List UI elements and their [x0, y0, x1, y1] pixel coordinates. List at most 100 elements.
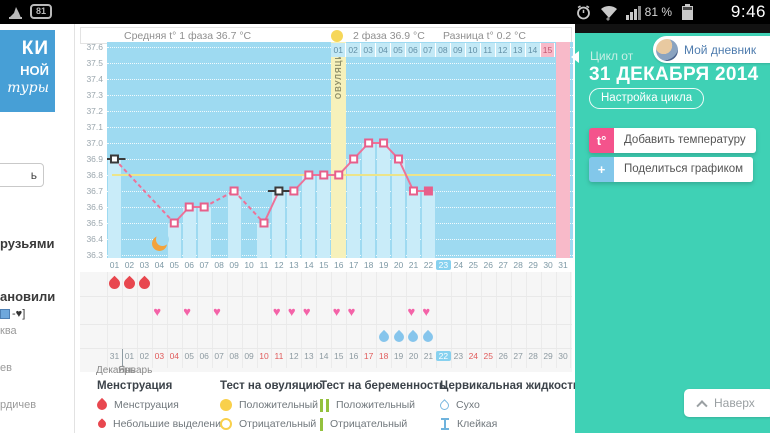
- cycle-day-15[interactable]: 15: [319, 260, 329, 270]
- new-cycle-day-03[interactable]: 03: [361, 43, 377, 57]
- cycle-day-26[interactable]: 26: [483, 260, 493, 270]
- new-cycle-day-04[interactable]: 04: [376, 43, 392, 57]
- temp-point-day-7[interactable]: [199, 202, 209, 212]
- intimacy-heart-icon[interactable]: ♥: [302, 304, 311, 319]
- menstruation-drop-icon[interactable]: [136, 275, 153, 292]
- calendar-date-12[interactable]: 12: [289, 351, 299, 361]
- temp-point-day-13[interactable]: [289, 186, 299, 196]
- intimacy-heart-icon[interactable]: ♥: [272, 304, 281, 319]
- symbols-grid[interactable]: ♥ ♥ ♥ ♥ ♥ ♥ ♥ ♥ ♥ ♥ 31 01 02 03 04 05 06 07 08 09 10 11 12 13 1…: [80, 272, 572, 376]
- cycle-day-31[interactable]: 31: [558, 260, 568, 270]
- calendar-date-29[interactable]: 29: [543, 351, 553, 361]
- cycle-day-03[interactable]: 03: [139, 260, 150, 270]
- calendar-date-20[interactable]: 20: [408, 351, 419, 361]
- calendar-date-02[interactable]: 02: [139, 351, 150, 361]
- cervical-fluid-drop-icon[interactable]: [421, 329, 436, 345]
- new-cycle-day-08[interactable]: 08: [435, 43, 451, 57]
- intimacy-heart-icon[interactable]: ♥: [407, 304, 416, 319]
- profile-card[interactable]: Мой дневник: [653, 36, 770, 63]
- cycle-day-11[interactable]: 11: [259, 260, 269, 270]
- temp-point-day-14[interactable]: [304, 170, 314, 180]
- new-cycle-day-12[interactable]: 12: [495, 43, 511, 57]
- temp-point-day-6[interactable]: [184, 202, 194, 212]
- cycle-day-22[interactable]: 22: [423, 260, 434, 270]
- cycle-day-23[interactable]: 23: [435, 260, 451, 270]
- calendar-date-31[interactable]: 31: [109, 351, 120, 361]
- temp-point-day-21[interactable]: [408, 186, 418, 196]
- calendar-date-16[interactable]: 16: [348, 351, 359, 361]
- new-cycle-day-13[interactable]: 13: [510, 43, 526, 57]
- temp-point-day-16[interactable]: [334, 170, 344, 180]
- intimacy-heart-icon[interactable]: ♥: [422, 304, 431, 319]
- calendar-date-10[interactable]: 10: [259, 351, 269, 361]
- cycle-day-20[interactable]: 20: [393, 260, 404, 270]
- calendar-date-14[interactable]: 14: [319, 351, 329, 361]
- cycle-day-05[interactable]: 05: [169, 260, 180, 270]
- new-cycle-day-06[interactable]: 06: [406, 43, 421, 57]
- cycle-day-09[interactable]: 09: [229, 260, 239, 270]
- intimacy-heart-icon[interactable]: ♥: [347, 304, 356, 319]
- new-cycle-day-05[interactable]: 05: [391, 43, 406, 57]
- temp-point-day-12[interactable]: [274, 186, 284, 196]
- cycle-day-29[interactable]: 29: [528, 260, 538, 270]
- intimacy-heart-icon[interactable]: ♥: [153, 304, 162, 319]
- temp-point-day-1[interactable]: [109, 154, 119, 164]
- menstruation-drop-icon[interactable]: [121, 275, 138, 292]
- cycle-day-07[interactable]: 07: [199, 260, 209, 270]
- cycle-day-01[interactable]: 01: [109, 260, 120, 270]
- calendar-date-15[interactable]: 15: [334, 351, 344, 361]
- calendar-date-01[interactable]: 01: [124, 351, 135, 361]
- calendar-date-06[interactable]: 06: [199, 351, 209, 361]
- cervical-fluid-drop-icon[interactable]: [406, 329, 421, 345]
- calendar-date-22[interactable]: 22: [435, 351, 451, 361]
- calendar-date-25[interactable]: 25: [483, 351, 493, 361]
- temp-point-day-15[interactable]: [319, 170, 329, 180]
- new-cycle-day-10[interactable]: 10: [465, 43, 481, 57]
- scroll-to-top-button[interactable]: Наверх: [684, 389, 770, 417]
- calendar-date-30[interactable]: 30: [558, 351, 568, 361]
- temp-point-day-17[interactable]: [349, 154, 359, 164]
- menstruation-drop-icon[interactable]: [106, 275, 123, 292]
- new-cycle-day-15[interactable]: 15: [540, 43, 556, 57]
- site-logo-banner[interactable]: КИ НОЙ туры: [0, 30, 55, 112]
- calendar-date-08[interactable]: 08: [229, 351, 239, 361]
- intimacy-heart-icon[interactable]: ♥: [183, 304, 191, 319]
- cycle-day-25[interactable]: 25: [468, 260, 479, 270]
- calendar-date-13[interactable]: 13: [304, 351, 314, 361]
- cycle-day-18[interactable]: 18: [363, 260, 374, 270]
- add-temperature-button[interactable]: t° Добавить температуру: [589, 128, 756, 153]
- profile-name-link[interactable]: Мой дневник: [684, 42, 757, 57]
- calendar-date-09[interactable]: 09: [244, 351, 254, 361]
- calendar-date-17[interactable]: 17: [363, 351, 374, 361]
- cycle-day-08[interactable]: 08: [214, 260, 224, 270]
- cycle-day-30[interactable]: 30: [543, 260, 553, 270]
- temp-point-day-9[interactable]: [229, 186, 239, 196]
- cycle-day-16[interactable]: 16: [334, 260, 344, 270]
- cervical-fluid-drop-icon[interactable]: [391, 329, 406, 345]
- cycle-day-17[interactable]: 17: [348, 260, 359, 270]
- sidebar-input-fragment[interactable]: ь: [0, 163, 44, 187]
- share-chart-button[interactable]: + Поделиться графиком: [589, 157, 754, 182]
- temp-point-day-20[interactable]: [394, 154, 404, 164]
- calendar-date-11[interactable]: 11: [274, 351, 284, 361]
- new-cycle-day-07[interactable]: 07: [420, 43, 436, 57]
- cycle-day-24[interactable]: 24: [453, 260, 464, 270]
- temp-point-day-18[interactable]: [364, 138, 374, 148]
- cycle-day-21[interactable]: 21: [408, 260, 419, 270]
- cycle-day-19[interactable]: 19: [378, 260, 389, 270]
- cervical-fluid-drop-icon[interactable]: [376, 329, 391, 345]
- temp-point-day-22[interactable]: [423, 186, 433, 196]
- new-cycle-day-14[interactable]: 14: [525, 43, 541, 57]
- intimacy-heart-icon[interactable]: ♥: [332, 304, 341, 319]
- cycle-day-10[interactable]: 10: [244, 260, 254, 270]
- intimacy-heart-icon[interactable]: ♥: [287, 304, 296, 319]
- temp-point-day-11[interactable]: [259, 218, 269, 228]
- calendar-date-19[interactable]: 19: [393, 351, 404, 361]
- cycle-day-04[interactable]: 04: [154, 260, 165, 270]
- calendar-date-05[interactable]: 05: [184, 351, 194, 361]
- cycle-settings-button[interactable]: Настройка цикла: [589, 88, 705, 109]
- calendar-date-26[interactable]: 26: [498, 351, 508, 361]
- cycle-day-12[interactable]: 12: [274, 260, 284, 270]
- calendar-date-24[interactable]: 24: [468, 351, 479, 361]
- cycle-day-13[interactable]: 13: [289, 260, 299, 270]
